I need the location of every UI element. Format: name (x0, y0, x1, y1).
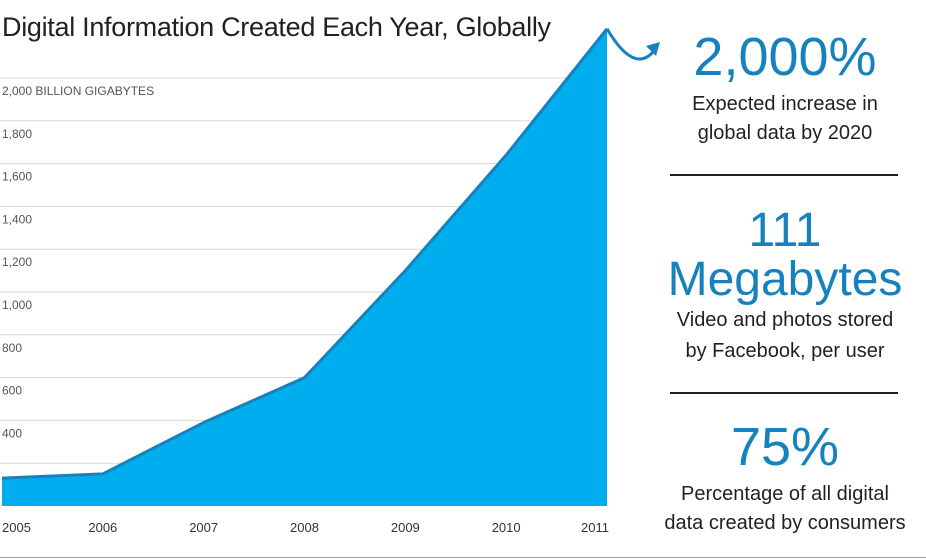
x-tick-label: 2005 (2, 520, 31, 535)
axis-labels: 2,000 BILLION GIGABYTES 1,800 1,600 1,400 1,… (2, 84, 609, 535)
y-tick-label: 1,000 (2, 298, 32, 312)
stat-description-line: data created by consumers (664, 512, 906, 534)
x-tick-label: 2009 (391, 520, 420, 535)
y-tick-label: 2,000 BILLION GIGABYTES (2, 84, 154, 98)
stat-value: 75% (730, 417, 840, 477)
stat-facebook-megabytes: 111 Megabytes Video and photos stored by… (650, 206, 920, 366)
y-tick-label: 1,200 (2, 255, 32, 269)
y-tick-label: 1,600 (2, 170, 32, 184)
data-area (1, 27, 660, 507)
stat-description-line: by Facebook, per user (685, 340, 885, 362)
stat-value-unit: Megabytes (667, 253, 903, 306)
x-tick-label: 2007 (189, 520, 218, 535)
stat-value: 111 (748, 204, 822, 257)
x-tick-label: 2008 (290, 520, 319, 535)
y-tick-label: 400 (2, 426, 22, 440)
stat-description-line: Expected increase in (692, 93, 878, 115)
x-tick-label: 2010 (492, 520, 521, 535)
stat-description-line: global data by 2020 (697, 122, 873, 144)
x-tick-label: 2011 (581, 520, 609, 535)
chart-title: Digital Information Created Each Year, G… (2, 12, 551, 42)
stat-description-line: Video and photos stored (676, 309, 894, 331)
stat-description-line: Percentage of all digital (681, 483, 889, 505)
area-fill (2, 28, 607, 507)
trend-arrow-head (646, 42, 660, 56)
x-tick-label: 2006 (88, 520, 117, 535)
y-tick-label: 800 (2, 341, 22, 355)
stat-consumer-share: 75% Percentage of all digital data creat… (650, 420, 920, 538)
y-tick-label: 600 (2, 384, 22, 398)
bottom-rule (0, 557, 926, 558)
divider (670, 392, 898, 394)
y-tick-label: 1,400 (2, 212, 32, 226)
stat-data-increase: 2,000% Expected increase in global data … (650, 30, 920, 148)
divider (670, 174, 898, 176)
y-tick-label: 1,800 (2, 127, 32, 141)
stat-value: 2,000% (693, 27, 877, 87)
